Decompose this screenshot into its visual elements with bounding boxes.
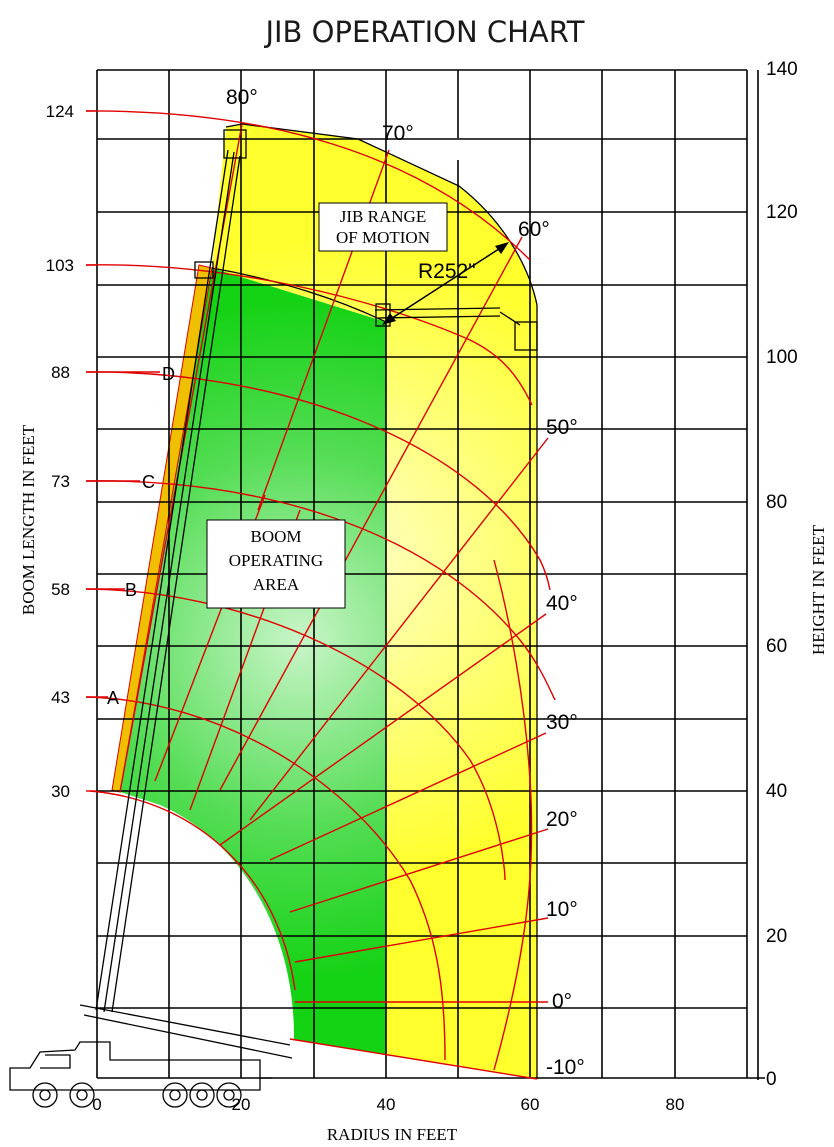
x-axis-label: RADIUS IN FEET [327, 1125, 458, 1144]
boom-area-box-line3: AREA [253, 575, 300, 594]
height-tick: 60 [766, 636, 787, 657]
jib-range-box: JIB RANGE OF MOTION [318, 202, 448, 252]
boom-length-tick: 30 [51, 782, 70, 801]
angle-label-0: 0° [552, 990, 572, 1013]
angle-label-30: 30° [546, 711, 578, 734]
boom-letter-c: C [142, 472, 155, 492]
boom-length-tick: 124 [46, 102, 74, 121]
angle-label-20: 20° [546, 808, 578, 831]
radius-tick: 40 [377, 1095, 396, 1114]
angle-label-80: 80° [226, 86, 258, 109]
chart-title: JIB OPERATION CHART [263, 15, 584, 49]
boom-letters: A B C D [107, 364, 175, 708]
jib-radius-arrow [382, 242, 509, 325]
height-tick: 120 [766, 202, 798, 223]
angle-label-70: 70° [382, 122, 414, 145]
angle-label-neg10: -10° [546, 1056, 585, 1079]
crane-machine [9, 129, 538, 1108]
radius-tick: 0 [92, 1095, 101, 1114]
height-tick: 80 [766, 492, 787, 513]
angle-labels: 80° 70° 60° 50° 40° 30° 20° 10° 0° -10° [226, 86, 585, 1079]
jib-range-outline [225, 123, 538, 306]
right-axis-label: HEIGHT IN FEET [809, 524, 828, 655]
boom-length-axis: 30 43 58 73 88 103 124 [46, 102, 74, 801]
angle-label-60: 60° [518, 218, 550, 241]
boom-length-tick: 88 [51, 363, 70, 382]
angle-label-40: 40° [546, 592, 578, 615]
boom-length-tick: 58 [51, 580, 70, 599]
radius-tick: 80 [666, 1095, 685, 1114]
jib-inner-outline [211, 267, 387, 323]
height-tick: 140 [766, 59, 798, 80]
boom-operating-zone [120, 268, 386, 1055]
boom-letter-b: B [125, 580, 137, 600]
boom-letter-d: D [162, 364, 175, 384]
radius-tick: 20 [232, 1095, 251, 1114]
boom-length-tick: 103 [46, 256, 74, 275]
height-tick: 40 [766, 781, 787, 802]
boom-area-box: BOOM OPERATING AREA [206, 519, 346, 609]
radius-axis: 0 20 40 60 80 [92, 1095, 684, 1114]
angle-label-10: 10° [546, 898, 578, 921]
jib-range-box-line2: OF MOTION [336, 228, 430, 247]
jib-range-box-line1: JIB RANGE [340, 207, 426, 226]
height-axis: 0 20 40 60 80 100 120 140 [766, 59, 798, 1090]
left-axis-label: BOOM LENGTH IN FEET [19, 424, 38, 615]
height-tick: 0 [766, 1069, 777, 1090]
jib-radius-label: R252" [418, 260, 476, 283]
boom-length-arcs [85, 110, 556, 1071]
height-tick: 20 [766, 926, 787, 947]
boom-area-box-line1: BOOM [250, 527, 301, 546]
boom-area-box-line2: OPERATING [229, 551, 323, 570]
angle-label-50: 50° [546, 416, 578, 439]
boom-length-tick-marks [86, 110, 160, 792]
radius-tick: 60 [521, 1095, 540, 1114]
boom-length-tick: 73 [51, 472, 70, 491]
boom-length-tick: 43 [51, 688, 70, 707]
jib-range-zone [212, 124, 537, 1079]
boom-letter-a: A [107, 688, 119, 708]
height-tick: 100 [766, 347, 798, 368]
